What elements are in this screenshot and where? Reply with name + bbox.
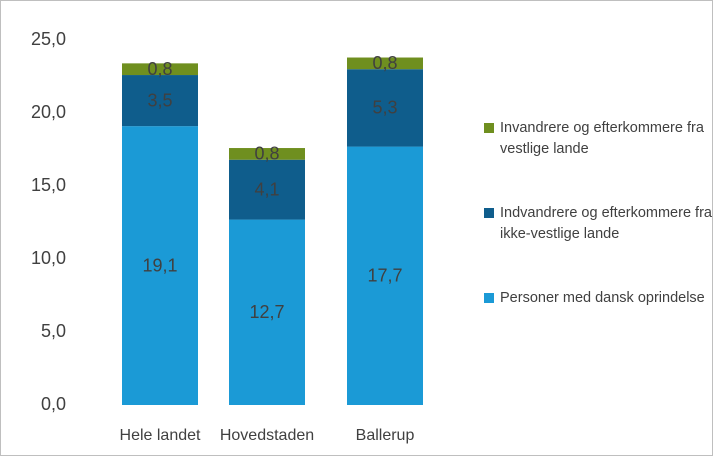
y-tick-label: 20,0 xyxy=(31,102,66,122)
x-tick-label: Ballerup xyxy=(356,427,415,444)
legend-swatch xyxy=(484,208,494,218)
y-tick-label: 5,0 xyxy=(41,321,66,341)
x-tick-label: Hele landet xyxy=(120,427,202,444)
legend-item: Invandrere og efterkommere fra vestlige … xyxy=(484,118,714,160)
data-label: 5,3 xyxy=(372,98,397,118)
bar-segment xyxy=(122,63,198,76)
data-label: 17,7 xyxy=(367,266,402,286)
data-label: 3,5 xyxy=(147,90,172,110)
legend-label: Personer med dansk oprindelse xyxy=(500,290,705,306)
data-label: 0,8 xyxy=(372,53,397,73)
bar-segment xyxy=(122,126,198,405)
y-tick-label: 0,0 xyxy=(41,394,66,414)
bar-segment xyxy=(229,148,305,160)
legend-swatch xyxy=(484,293,494,303)
bar-segment xyxy=(229,219,305,405)
bar-segment xyxy=(347,146,423,405)
x-tick-label: Hovedstaden xyxy=(220,427,314,444)
legend-swatch xyxy=(484,123,494,133)
data-label: 0,8 xyxy=(147,59,172,79)
bar-segment xyxy=(229,159,305,220)
data-label: 0,8 xyxy=(254,144,279,164)
y-tick-label: 10,0 xyxy=(31,248,66,268)
bar-segment xyxy=(347,69,423,147)
data-label: 19,1 xyxy=(142,255,177,275)
legend-label: Indvandrere og efterkommere fra ikke-ves… xyxy=(500,205,712,242)
legend-item: Indvandrere og efterkommere fra ikke-ves… xyxy=(484,203,714,245)
y-tick-label: 15,0 xyxy=(31,175,66,195)
bar-segment xyxy=(122,75,198,127)
data-label: 12,7 xyxy=(249,302,284,322)
y-tick-label: 25,0 xyxy=(31,29,66,49)
data-label: 4,1 xyxy=(254,179,279,199)
legend-label: Invandrere og efterkommere fra vestlige … xyxy=(500,120,704,157)
legend-item: Personer med dansk oprindelse xyxy=(484,288,714,309)
bar-segment xyxy=(347,57,423,70)
